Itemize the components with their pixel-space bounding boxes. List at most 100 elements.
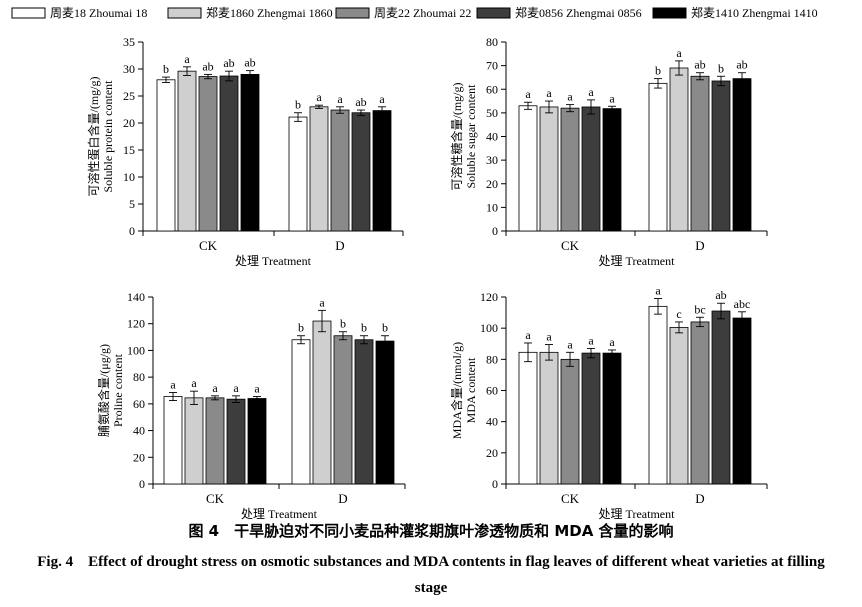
bar — [560, 358, 580, 485]
significance-letter: a — [184, 52, 190, 66]
bar — [711, 310, 731, 485]
bar — [690, 75, 710, 232]
legend-label-1: 周麦18 Zhoumai 18 — [50, 6, 147, 20]
bar — [177, 70, 197, 232]
y-tick-label: 120 — [480, 290, 498, 304]
y-axis-title-english: MDA content — [464, 357, 478, 423]
significance-letter: a — [191, 376, 197, 390]
significance-letter: a — [337, 92, 343, 106]
y-tick-label: 0 — [492, 477, 498, 491]
significance-letter: a — [525, 328, 531, 342]
x-category-label-d: D — [695, 238, 704, 253]
bar — [240, 74, 260, 232]
y-tick-label: 70 — [486, 59, 498, 73]
bar — [602, 108, 622, 232]
significance-letter: a — [588, 85, 594, 99]
significance-letter: a — [567, 337, 573, 351]
significance-letter: bc — [694, 302, 705, 316]
chart-panels: 0 5 10 15 20 25 30 35 CK D 处理 Treatment 可溶性蛋白含量/(mg… — [86, 35, 768, 521]
y-axis-title-english: Soluble sugar content — [464, 84, 478, 189]
y-tick-label: 20 — [133, 450, 145, 464]
y-tick-label: 40 — [133, 424, 145, 438]
legend-swatch-3 — [335, 7, 370, 19]
bar — [333, 335, 353, 485]
significance-letter: b — [382, 321, 388, 335]
significance-letter: a — [233, 381, 239, 395]
y-tick-label: 140 — [127, 290, 145, 304]
significance-letter: a — [609, 335, 615, 349]
bar — [732, 317, 752, 485]
bar — [732, 78, 752, 232]
y-tick-label: 40 — [486, 415, 498, 429]
significance-letter: a — [546, 330, 552, 344]
bar — [648, 305, 668, 485]
x-category-label-ck: CK — [561, 491, 580, 506]
bar — [539, 106, 559, 232]
legend-label-3: 周麦22 Zhoumai 22 — [374, 6, 471, 20]
y-tick-label: 30 — [486, 153, 498, 167]
bar — [219, 75, 239, 232]
y-tick-label: 40 — [486, 130, 498, 144]
x-axis-title: 处理 Treatment — [599, 507, 676, 521]
bar — [669, 67, 689, 232]
figure-caption-english: Fig. 4 Effect of drought stress on osmot… — [37, 554, 825, 596]
legend-label-2: 郑麦1860 Zhengmai 1860 — [206, 5, 333, 20]
significance-letter: a — [379, 92, 385, 106]
x-category-label-d: D — [335, 238, 344, 253]
figure-caption-chinese: 图 4 干旱胁迫对不同小麦品种灌浆期旗叶渗透物质和 MDA 含量的影响 — [188, 522, 674, 540]
legend-label-4: 郑麦0856 Zhengmai 0856 — [515, 5, 642, 20]
y-axis-title: 可溶性蛋白含量/(mg/g) — [86, 77, 101, 197]
bar — [690, 321, 710, 485]
y-tick-label: 100 — [480, 321, 498, 335]
significance-letter: ab — [244, 56, 255, 70]
significance-letter: ab — [202, 59, 213, 73]
significance-letter: c — [676, 307, 681, 321]
significance-letter: b — [718, 61, 724, 75]
significance-letter: b — [340, 317, 346, 331]
bar — [291, 339, 311, 485]
y-axis-title: 脯氨酸含量/(μg/g) — [96, 344, 111, 437]
bar — [198, 76, 218, 232]
y-tick-label: 60 — [486, 82, 498, 96]
x-axis-title: 处理 Treatment — [235, 254, 312, 268]
chart-panel-4: 0 20 40 60 80 100 120 CK D 处理 Treatment MDA含量/(nmo… — [449, 284, 768, 521]
bar — [602, 352, 622, 485]
y-axis-title: 可溶性糖含量/(mg/g) — [449, 83, 464, 191]
significance-letter: a — [609, 91, 615, 105]
y-tick-label: 35 — [123, 35, 135, 49]
x-axis-title: 处理 Treatment — [241, 507, 318, 521]
y-tick-label: 80 — [133, 370, 145, 384]
y-tick-label: 20 — [123, 116, 135, 130]
y-axis-title: MDA含量/(nmol/g) — [449, 342, 464, 439]
bar — [581, 352, 601, 485]
significance-letter: ab — [694, 58, 705, 72]
significance-letter: a — [588, 333, 594, 347]
x-category-label-d: D — [338, 491, 347, 506]
y-tick-label: 10 — [123, 170, 135, 184]
legend-swatch-2 — [167, 7, 202, 19]
significance-letter: ab — [736, 58, 747, 72]
x-category-label-ck: CK — [199, 238, 218, 253]
legend-label-5: 郑麦1410 Zhengmai 1410 — [691, 5, 818, 20]
chart-panel-1: 0 5 10 15 20 25 30 35 CK D 处理 Treatment 可溶性蛋白含量/(mg… — [86, 35, 404, 268]
chart-panel-3: 0 20 40 60 80 100 120 140 CK D 处理 Treatment 脯氨酸含量/(… — [96, 290, 406, 521]
significance-letter: a — [170, 378, 176, 392]
x-category-label-d: D — [695, 491, 704, 506]
y-tick-label: 0 — [129, 224, 135, 238]
y-axis-title-english: Soluble protein content — [101, 80, 115, 193]
y-tick-label: 5 — [129, 197, 135, 211]
y-tick-label: 120 — [127, 317, 145, 331]
significance-letter: a — [212, 381, 218, 395]
bar — [184, 397, 204, 485]
significance-letter: ab — [355, 95, 366, 109]
significance-letter: b — [655, 64, 661, 78]
significance-letter: b — [361, 321, 367, 335]
y-tick-label: 0 — [139, 477, 145, 491]
y-tick-label: 15 — [123, 143, 135, 157]
bar — [581, 106, 601, 232]
x-category-label-ck: CK — [561, 238, 580, 253]
bar — [518, 105, 538, 232]
significance-letter: b — [295, 98, 301, 112]
chart-panel-2: 0 10 20 30 40 50 60 70 80 CK D 处理 Treatment 可溶性糖含量/(… — [449, 35, 768, 268]
legend-swatch-4 — [476, 7, 511, 19]
